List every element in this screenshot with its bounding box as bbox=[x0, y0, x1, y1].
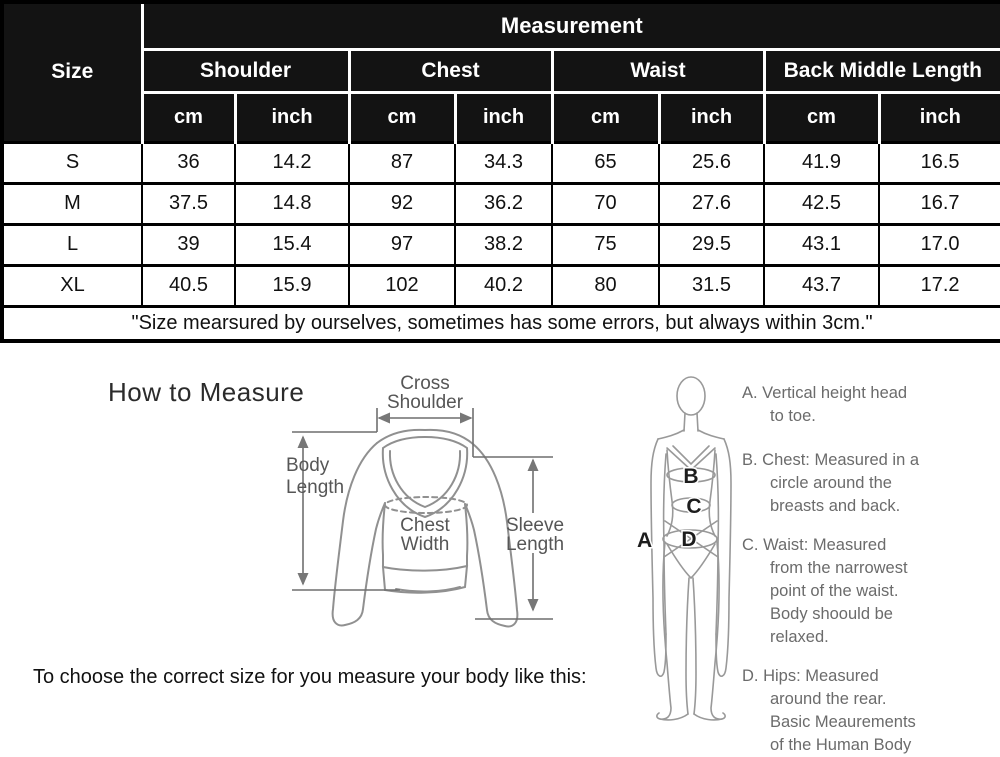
measurement-cell: 29.5 bbox=[658, 222, 765, 266]
chest-width-label: Chest bbox=[400, 515, 450, 536]
chest-width-label: Width bbox=[401, 534, 450, 555]
measurement-cell: 16.7 bbox=[877, 181, 1000, 225]
measurement-cell: 43.1 bbox=[763, 222, 880, 266]
table-row-xl: XL 40.5 15.9 102 40.2 80 31.5 43.7 17.2 bbox=[1, 263, 1000, 307]
measurement-cell: 14.2 bbox=[234, 140, 350, 184]
unit-header-inch: inch bbox=[657, 90, 766, 143]
measurement-cell: 97 bbox=[348, 222, 456, 266]
figure-label-a: A bbox=[637, 529, 652, 552]
instruction-b: B. Chest: Measured in a circle around th… bbox=[742, 449, 957, 518]
cross-shoulder-label: Shoulder bbox=[387, 392, 464, 413]
table-row-m: M 37.5 14.8 92 36.2 70 27.6 42.5 16.7 bbox=[1, 181, 1000, 225]
instruction-d: D. Hips: Measured around the rear. Basic… bbox=[742, 665, 957, 757]
instruction-line: point of the waist. bbox=[770, 582, 899, 600]
measurement-cell: 92 bbox=[348, 181, 456, 225]
how-to-measure-heading: How to Measure bbox=[108, 377, 305, 407]
table-row-l: L 39 15.4 97 38.2 75 29.5 43.1 17.0 bbox=[1, 222, 1000, 266]
table-row-s: S 36 14.2 87 34.3 65 25.6 41.9 16.5 bbox=[1, 140, 1000, 184]
measure-arrows bbox=[292, 408, 553, 620]
size-chart-table: Size Measurement Shoulder Chest Waist Ba… bbox=[0, 0, 1000, 343]
measurement-cell: 80 bbox=[551, 263, 660, 307]
measurement-cell: 36.2 bbox=[454, 181, 553, 225]
instruction-line: from the narrowest bbox=[770, 559, 908, 577]
measurement-cell: 43.7 bbox=[763, 263, 880, 307]
size-note: "Size mearsured by ourselves, sometimes … bbox=[0, 304, 1000, 342]
measurement-cell: 70 bbox=[551, 181, 660, 225]
size-column-header: Size bbox=[0, 0, 144, 143]
measurement-cell: 36 bbox=[141, 140, 236, 184]
sleeve-length-label: Sleeve bbox=[506, 515, 564, 536]
measurement-cell: 41.9 bbox=[763, 140, 880, 184]
unit-header-cm: cm bbox=[140, 90, 237, 143]
size-label: L bbox=[1, 222, 143, 266]
measurement-cell: 25.6 bbox=[658, 140, 765, 184]
body-length-label: Body bbox=[286, 455, 330, 476]
figure-label-d: D bbox=[681, 528, 696, 551]
col-header-shoulder: Shoulder bbox=[140, 47, 351, 93]
instruction-a: A. Vertical height head to toe. bbox=[742, 382, 957, 428]
instruction-line: C. Waist: Measured bbox=[742, 536, 887, 554]
measurement-cell: 16.5 bbox=[877, 140, 1000, 184]
unit-header-inch: inch bbox=[233, 90, 351, 143]
measurement-header: Measurement bbox=[140, 0, 1000, 50]
figure-label-c: C bbox=[686, 495, 701, 518]
measurement-cell: 40.2 bbox=[454, 263, 553, 307]
unit-header-cm: cm bbox=[347, 90, 457, 143]
measurement-cell: 65 bbox=[551, 140, 660, 184]
instruction-line: Body shoould be bbox=[770, 605, 893, 623]
instruction-line: A. Vertical height head bbox=[742, 384, 908, 402]
measurement-cell: 31.5 bbox=[658, 263, 765, 307]
instruction-line: to toe. bbox=[770, 407, 816, 425]
measurement-cell: 14.8 bbox=[234, 181, 350, 225]
sleeve-length-label: Length bbox=[506, 534, 564, 555]
instruction-line: Basic Meaurements bbox=[770, 713, 916, 731]
measurement-cell: 34.3 bbox=[454, 140, 553, 184]
instruction-line: D. Hips: Measured bbox=[742, 667, 879, 685]
shirt-measure-diagram: Cross Shoulder Body Length Chest Width S… bbox=[286, 373, 564, 628]
instruction-c: C. Waist: Measured from the narrowest po… bbox=[742, 534, 957, 649]
unit-header-inch: inch bbox=[453, 90, 554, 143]
measurement-cell: 42.5 bbox=[763, 181, 880, 225]
choose-size-text: To choose the correct size for you measu… bbox=[33, 666, 587, 688]
body-length-label: Length bbox=[286, 477, 344, 498]
size-label: XL bbox=[1, 263, 143, 307]
measurement-cell: 15.4 bbox=[234, 222, 350, 266]
body-figure-diagram: A B C D bbox=[636, 376, 732, 721]
cross-shoulder-label: Cross bbox=[400, 373, 450, 394]
figure-label-b: B bbox=[683, 465, 698, 488]
instruction-line: of the Human Body bbox=[770, 736, 912, 754]
body-outline bbox=[650, 376, 732, 721]
size-label: S bbox=[1, 140, 143, 184]
instruction-line: circle around the bbox=[770, 474, 892, 492]
col-header-waist: Waist bbox=[550, 47, 766, 93]
measurement-cell: 87 bbox=[348, 140, 456, 184]
instruction-line: relaxed. bbox=[770, 628, 829, 646]
measurement-cell: 39 bbox=[141, 222, 236, 266]
shirt-outline bbox=[331, 428, 519, 628]
measurement-cell: 38.2 bbox=[454, 222, 553, 266]
measurement-cell: 102 bbox=[348, 263, 456, 307]
size-label: M bbox=[1, 181, 143, 225]
unit-header-cm: cm bbox=[550, 90, 661, 143]
measurement-cell: 27.6 bbox=[658, 181, 765, 225]
measurement-cell: 17.0 bbox=[877, 222, 1000, 266]
instruction-line: B. Chest: Measured in a bbox=[742, 451, 920, 469]
col-header-back-middle-length: Back Middle Length bbox=[762, 47, 1000, 93]
instruction-line: around the rear. bbox=[770, 690, 887, 708]
measurement-cell: 37.5 bbox=[141, 181, 236, 225]
measurement-cell: 15.9 bbox=[234, 263, 350, 307]
measurement-cell: 17.2 bbox=[877, 263, 1000, 307]
unit-header-inch: inch bbox=[877, 90, 1000, 143]
instruction-line: breasts and back. bbox=[770, 497, 901, 515]
col-header-chest: Chest bbox=[347, 47, 554, 93]
unit-header-cm: cm bbox=[762, 90, 881, 143]
measurement-cell: 75 bbox=[551, 222, 660, 266]
measurement-cell: 40.5 bbox=[141, 263, 236, 307]
